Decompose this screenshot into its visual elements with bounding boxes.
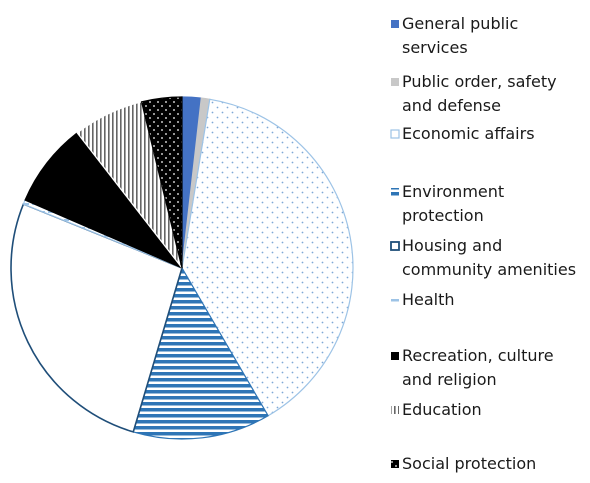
legend-item: Health bbox=[390, 288, 455, 312]
legend-label: General public services bbox=[402, 14, 519, 57]
legend-swatch-icon bbox=[390, 234, 400, 258]
legend-item: Recreation, culture and religion bbox=[390, 344, 554, 392]
legend-item: Environment protection bbox=[390, 180, 504, 228]
legend-swatch-icon bbox=[390, 398, 400, 422]
pie-slice-4 bbox=[10, 203, 183, 433]
pie-chart bbox=[10, 96, 354, 440]
legend-label: Housing and community amenities bbox=[402, 236, 577, 279]
legend-swatch-icon bbox=[390, 180, 400, 204]
legend-item: Public order, safety and defense bbox=[390, 70, 557, 118]
legend-swatch-icon bbox=[390, 288, 400, 312]
legend-swatch-icon bbox=[390, 452, 400, 476]
legend-item: General public services bbox=[390, 12, 518, 60]
legend-item: Economic affairs bbox=[390, 122, 535, 146]
legend-swatch-icon bbox=[390, 12, 400, 36]
pie-slice-3 bbox=[132, 266, 269, 440]
legend-label: Environment protection bbox=[402, 182, 505, 225]
legend-label: Health bbox=[402, 290, 455, 309]
legend-swatch-icon bbox=[390, 122, 400, 146]
legend-label: Economic affairs bbox=[402, 124, 535, 143]
legend-label: Public order, safety and defense bbox=[402, 72, 557, 115]
legend-label: Recreation, culture and religion bbox=[402, 346, 554, 389]
legend-swatch-icon bbox=[390, 70, 400, 94]
legend-swatch-icon bbox=[390, 344, 400, 368]
pie-slice-2 bbox=[181, 98, 354, 417]
legend-item: Education bbox=[390, 398, 482, 422]
legend-item: Housing and community amenities bbox=[390, 234, 576, 282]
legend-item: Social protection bbox=[390, 452, 536, 476]
legend-label: Education bbox=[402, 400, 482, 419]
legend-label: Social protection bbox=[402, 454, 537, 473]
pie-slice-8 bbox=[140, 96, 183, 269]
